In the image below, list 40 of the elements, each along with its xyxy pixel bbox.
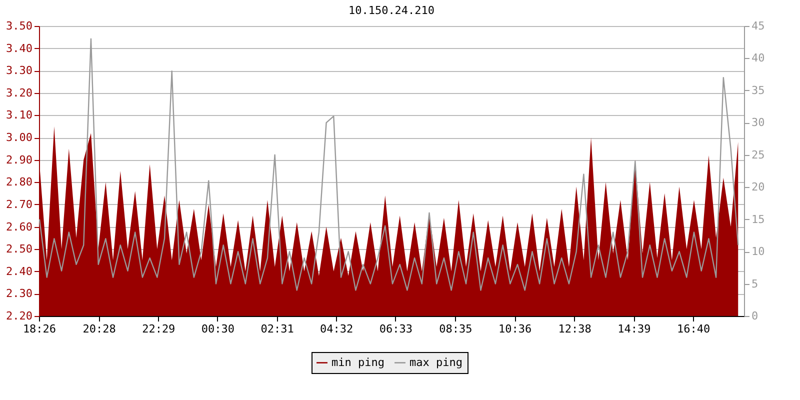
y-tick-label: 2.30 xyxy=(6,287,32,300)
x-tick-label: 22:29 xyxy=(142,322,176,336)
x-tick-label: 18:26 xyxy=(22,322,56,336)
y-tick-label: 3.10 xyxy=(6,108,32,122)
x-tick-label: 16:40 xyxy=(676,322,710,336)
x-tick-label: 14:39 xyxy=(618,322,651,336)
y2-tick-label: 20 xyxy=(752,180,765,194)
x-tick-label: 08:35 xyxy=(439,322,472,336)
x-tick-label: 04:32 xyxy=(320,322,354,336)
y2-tick-label: 10 xyxy=(752,245,765,258)
x-tick-label: 20:28 xyxy=(82,322,116,336)
y-tick-label: 3.20 xyxy=(6,86,32,100)
y-tick-label: 2.80 xyxy=(6,176,32,189)
y-tick-label: 3.40 xyxy=(6,42,32,55)
y2-tick-label: 35 xyxy=(752,84,765,97)
y2-tick-label: 0 xyxy=(752,310,758,322)
legend-label: min ping xyxy=(332,356,384,369)
legend-label: max ping xyxy=(410,356,462,369)
y2-tick-label: 45 xyxy=(752,20,765,32)
y2-tick-label: 30 xyxy=(752,116,765,130)
y-tick-label: 2.60 xyxy=(6,220,32,234)
y2-tick-label: 15 xyxy=(752,212,765,226)
x-tick-label: 06:33 xyxy=(379,322,412,336)
y-tick-label: 2.50 xyxy=(6,242,32,256)
y2-tick-label: 25 xyxy=(752,148,765,162)
chart-title: 10.150.24.210 xyxy=(348,4,435,17)
x-tick-label: 10:36 xyxy=(498,322,532,336)
y2-tick-label: 40 xyxy=(752,52,765,65)
y-tick-label: 3.00 xyxy=(6,131,32,144)
y-tick-label: 2.90 xyxy=(6,153,32,166)
y-tick-label: 3.50 xyxy=(6,20,32,32)
x-tick-label: 00:30 xyxy=(201,322,235,336)
line-series xyxy=(38,38,739,291)
x-tick-label: 02:31 xyxy=(260,322,294,336)
y-tick-label: 3.30 xyxy=(6,64,32,78)
y2-tick-label: 5 xyxy=(752,277,758,290)
y-tick-label: 2.70 xyxy=(6,198,32,211)
x-tick-label: 12:38 xyxy=(558,322,592,336)
y-tick-label: 2.20 xyxy=(6,310,32,322)
y-tick-label: 2.40 xyxy=(6,264,32,278)
